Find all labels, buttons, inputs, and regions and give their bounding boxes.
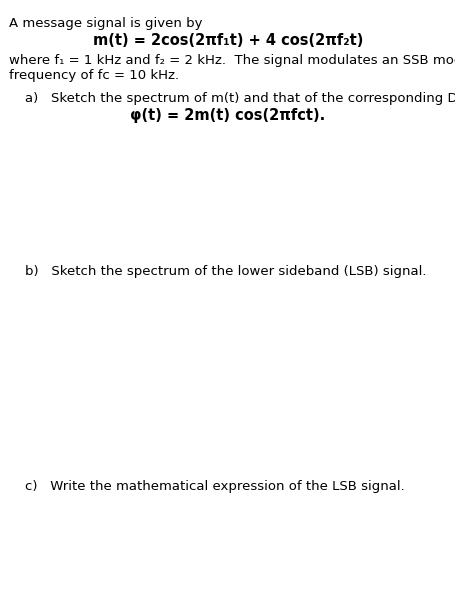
Text: b)   Sketch the spectrum of the lower sideband (LSB) signal.: b) Sketch the spectrum of the lower side…	[25, 265, 425, 278]
Text: A message signal is given by: A message signal is given by	[9, 17, 202, 30]
Text: m(t) = 2cos(2πf₁t) + 4 cos(2πf₂t): m(t) = 2cos(2πf₁t) + 4 cos(2πf₂t)	[93, 33, 362, 48]
Text: c)   Write the mathematical expression of the LSB signal.: c) Write the mathematical expression of …	[25, 480, 404, 493]
Text: frequency of fᴄ = 10 kHz.: frequency of fᴄ = 10 kHz.	[9, 69, 179, 82]
Text: where f₁ = 1 kHz and f₂ = 2 kHz.  The signal modulates an SSB modulator with a c: where f₁ = 1 kHz and f₂ = 2 kHz. The sig…	[9, 54, 455, 67]
Text: φ(t) = 2m(t) cos(2πfᴄt).: φ(t) = 2m(t) cos(2πfᴄt).	[130, 108, 325, 123]
Text: a)   Sketch the spectrum of m(t) and that of the corresponding DSB-SC signal: a) Sketch the spectrum of m(t) and that …	[25, 92, 455, 105]
